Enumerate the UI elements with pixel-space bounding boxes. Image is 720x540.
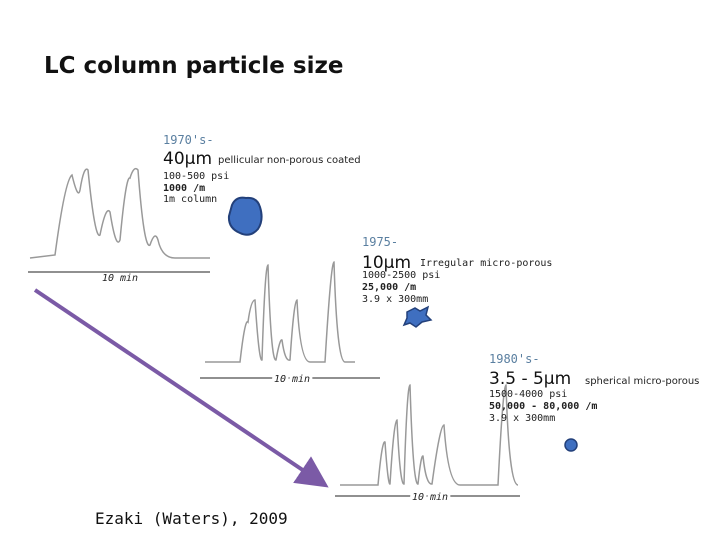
citation: Ezaki (Waters), 2009 <box>95 509 288 528</box>
particle-size: 3.5 - 5µm <box>489 369 571 389</box>
description: pellicular non-porous coated <box>218 155 361 166</box>
time-label: 10 min <box>274 374 310 385</box>
description: Irregular micro-porous <box>420 258 552 269</box>
time-label: 10 min <box>102 273 138 284</box>
column: 3.9 x 300mm <box>362 294 428 305</box>
particle-icon <box>402 305 433 328</box>
particle-icon <box>564 438 578 452</box>
particle-size: 40µm <box>163 149 212 169</box>
plates: 50,000 - 80,000 /m <box>489 401 597 412</box>
pressure: 100-500 psi <box>163 171 229 182</box>
plates: 25,000 /m <box>362 282 416 293</box>
pressure: 1500-4000 psi <box>489 389 567 400</box>
slide-title: LC column particle size <box>44 53 343 79</box>
description: spherical micro-porous <box>585 376 699 387</box>
particle-icon <box>227 196 263 236</box>
era: 1970's- <box>163 133 214 147</box>
column: 3.9 x 300mm <box>489 413 555 424</box>
column: 1m column <box>163 194 217 205</box>
time-label: 10 min <box>412 492 448 503</box>
particle-size: 10µm <box>362 253 411 273</box>
era: 1975- <box>362 235 398 249</box>
trend-arrow <box>33 288 329 488</box>
era: 1980's- <box>489 352 540 366</box>
chromatogram <box>29 167 210 259</box>
chromatogram <box>340 384 519 486</box>
chromatogram <box>205 261 355 363</box>
pressure: 1000-2500 psi <box>362 270 440 281</box>
plates: 1000 /m <box>163 183 205 194</box>
